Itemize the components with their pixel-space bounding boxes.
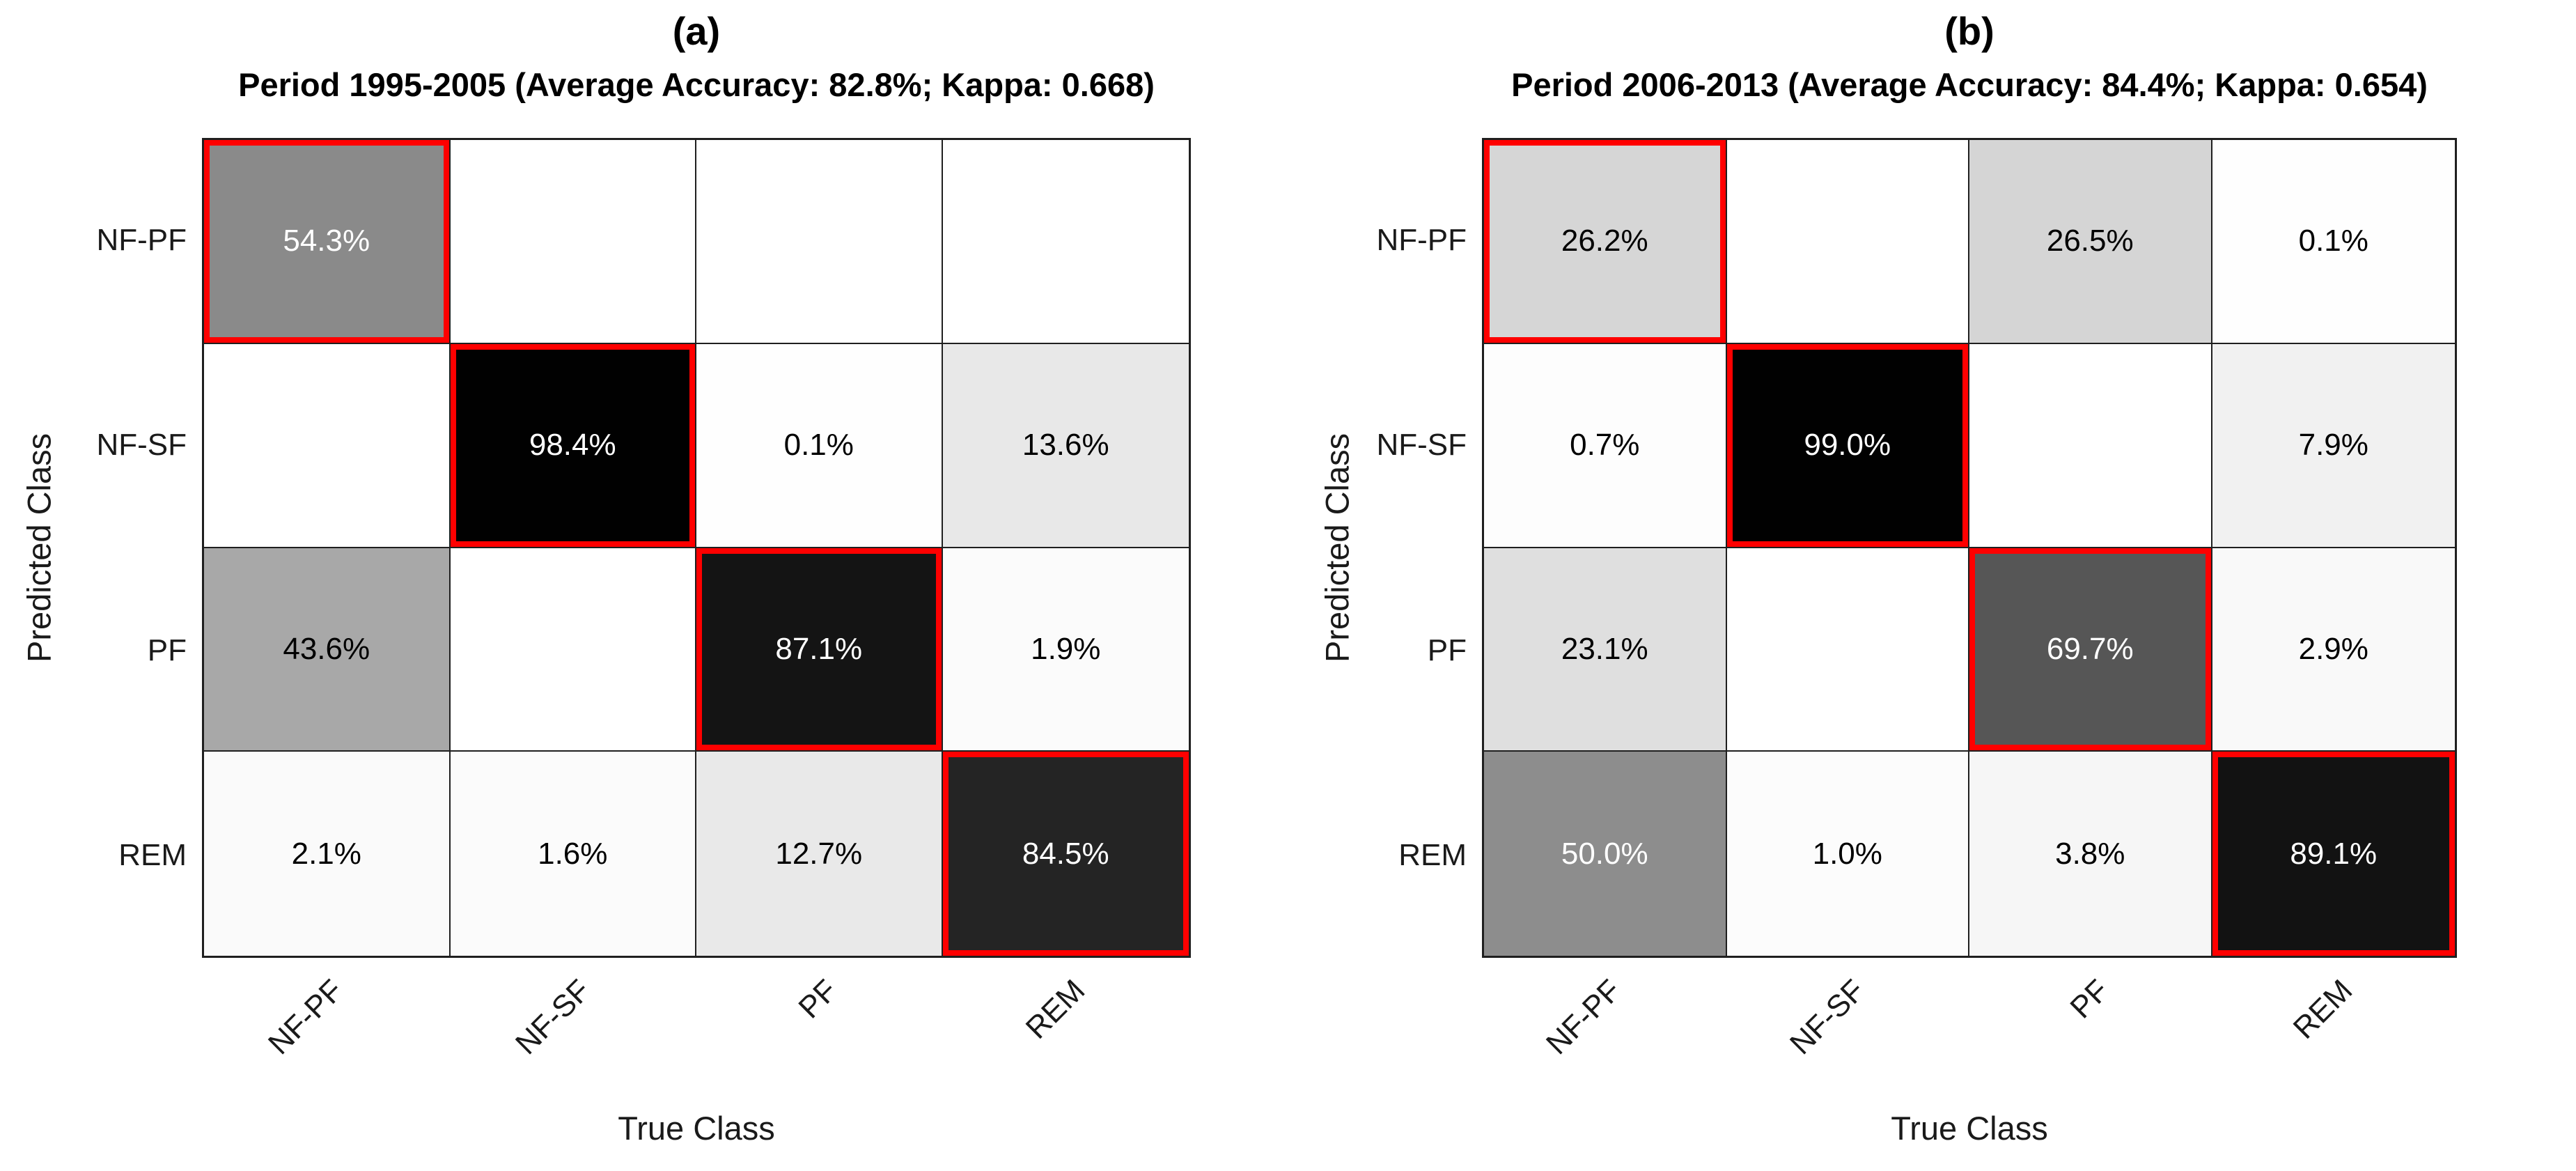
- cell-value: 89.1%: [2290, 836, 2378, 871]
- matrix-cell-rem-nf-sf: 1.6%: [450, 752, 696, 956]
- x-axis-label: True Class: [618, 1110, 775, 1147]
- matrix-cell-rem-rem: 84.5%: [942, 752, 1189, 956]
- matrix-cell-nf-pf-nf-pf: 26.2%: [1484, 140, 1727, 344]
- chart-title: Period 2006-2013 (Average Accuracy: 84.4…: [1511, 66, 2428, 103]
- x-tick-label-rem: REM: [2286, 973, 2359, 1046]
- cell-value: 99.0%: [1804, 428, 1891, 463]
- x-tick-label-rem: REM: [1019, 973, 1092, 1046]
- matrix-cell-pf-nf-sf: [1726, 548, 1969, 752]
- cell-value: 23.1%: [1561, 631, 1648, 666]
- matrix-cell-rem-rem: 89.1%: [2212, 752, 2455, 956]
- x-tick-label-pf: PF: [792, 973, 845, 1025]
- matrix-cell-rem-nf-pf: 50.0%: [1484, 752, 1727, 956]
- cell-value: 0.1%: [783, 428, 854, 463]
- matrix-cell-nf-pf-rem: [942, 140, 1189, 344]
- confusion-matrix-panel-b: (b) Period 2006-2013 (Average Accuracy: …: [1288, 0, 2576, 1171]
- cell-value: 1.0%: [1812, 836, 1882, 871]
- x-axis-tick-labels: NF-PF NF-SF PF REM: [202, 968, 1191, 1107]
- x-tick-slot: REM: [944, 968, 1191, 1107]
- matrix-cell-nf-sf-nf-pf: 0.7%: [1484, 343, 1727, 548]
- panel-label: (a): [672, 9, 721, 53]
- cell-value: 13.6%: [1022, 428, 1109, 463]
- cell-value: 43.6%: [283, 631, 370, 666]
- cell-value: 26.2%: [1561, 224, 1648, 258]
- chart-title: Period 1995-2005 (Average Accuracy: 82.8…: [238, 66, 1155, 103]
- matrix-cell-nf-pf-rem: 0.1%: [2212, 140, 2455, 344]
- matrix-cell-pf-pf: 87.1%: [696, 548, 943, 752]
- x-tick-label-pf: PF: [2063, 973, 2116, 1025]
- x-axis-label: True Class: [1891, 1110, 2048, 1147]
- x-tick-slot: NF-PF: [202, 968, 449, 1107]
- matrix-cell-nf-sf-nf-pf: [204, 343, 451, 548]
- matrix-cell-pf-rem: 2.9%: [2212, 548, 2455, 752]
- y-axis-tick-labels: NF-PF NF-SF PF REM: [1288, 138, 1467, 958]
- cell-value: 1.6%: [538, 836, 608, 871]
- cell-value: 12.7%: [775, 836, 863, 871]
- confusion-matrix-grid: 54.3% 98.4% 0.1% 13.6% 43.6% 87.1% 1.9% 2.1% 1.6…: [202, 138, 1191, 958]
- matrix-cell-nf-pf-nf-sf: [450, 140, 696, 344]
- matrix-cell-rem-nf-pf: 2.1%: [204, 752, 451, 956]
- y-tick-label-pf: PF: [147, 633, 187, 667]
- cell-value: 87.1%: [775, 631, 863, 666]
- y-tick-label-nf-pf: NF-PF: [96, 223, 187, 258]
- x-tick-label-nf-sf: NF-SF: [1783, 973, 1872, 1062]
- cell-value: 1.9%: [1031, 631, 1101, 666]
- cell-value: 7.9%: [2298, 428, 2368, 463]
- y-tick-label-nf-pf: NF-PF: [1376, 223, 1467, 258]
- x-tick-label-nf-pf: NF-PF: [261, 973, 350, 1062]
- x-tick-slot: REM: [2213, 968, 2457, 1107]
- x-tick-slot: NF-PF: [1482, 968, 1726, 1107]
- matrix-cell-nf-sf-nf-sf: 99.0%: [1726, 343, 1969, 548]
- matrix-cell-nf-sf-rem: 7.9%: [2212, 343, 2455, 548]
- x-tick-label-nf-sf: NF-SF: [508, 973, 598, 1062]
- matrix-cell-nf-pf-nf-pf: 54.3%: [204, 140, 451, 344]
- y-tick-label-rem: REM: [1398, 837, 1467, 872]
- y-tick-label-rem: REM: [118, 837, 187, 872]
- matrix-cell-pf-pf: 69.7%: [1969, 548, 2212, 752]
- matrix-cell-nf-sf-pf: 0.1%: [696, 343, 943, 548]
- confusion-matrix-panel-a: (a) Period 1995-2005 (Average Accuracy: …: [0, 9, 1191, 1147]
- matrix-cell-nf-sf-nf-sf: 98.4%: [450, 343, 696, 548]
- cell-value: 0.1%: [2298, 224, 2368, 258]
- matrix-cell-rem-pf: 3.8%: [1969, 752, 2212, 956]
- cell-value: 3.8%: [2055, 836, 2125, 871]
- cell-value: 26.5%: [2046, 224, 2134, 258]
- x-tick-label-nf-pf: NF-PF: [1540, 973, 1628, 1062]
- y-tick-label-nf-sf: NF-SF: [1376, 428, 1467, 463]
- matrix-cell-nf-pf-pf: 26.5%: [1969, 140, 2212, 344]
- matrix-cell-pf-nf-pf: 23.1%: [1484, 548, 1727, 752]
- matrix-cell-nf-sf-pf: [1969, 343, 2212, 548]
- cell-value: 0.7%: [1570, 428, 1640, 463]
- matrix-cell-pf-nf-pf: 43.6%: [204, 548, 451, 752]
- y-tick-label-nf-sf: NF-SF: [96, 428, 187, 463]
- y-tick-label-pf: PF: [1427, 633, 1467, 667]
- cell-value: 54.3%: [283, 224, 370, 258]
- matrix-cell-pf-nf-sf: [450, 548, 696, 752]
- cell-value: 69.7%: [2046, 631, 2134, 666]
- matrix-cell-nf-pf-nf-sf: [1726, 140, 1969, 344]
- panel-label: (b): [1944, 9, 1995, 53]
- x-tick-slot: PF: [1969, 968, 2213, 1107]
- x-axis-tick-labels: NF-PF NF-SF PF REM: [1482, 968, 2457, 1107]
- confusion-matrix-grid: 26.2% 26.5% 0.1% 0.7% 99.0% 7.9% 23.1% 69.7% 2.9…: [1482, 138, 2457, 958]
- matrix-cell-nf-sf-rem: 13.6%: [942, 343, 1189, 548]
- x-tick-slot: NF-SF: [1726, 968, 1969, 1107]
- cell-value: 2.9%: [2298, 631, 2368, 666]
- matrix-cell-pf-rem: 1.9%: [942, 548, 1189, 752]
- matrix-cell-nf-pf-pf: [696, 140, 943, 344]
- x-tick-slot: PF: [696, 968, 944, 1107]
- y-axis-tick-labels: NF-PF NF-SF PF REM: [0, 138, 187, 958]
- cell-value: 98.4%: [529, 428, 616, 463]
- cell-value: 84.5%: [1022, 836, 1109, 871]
- cell-value: 50.0%: [1561, 836, 1648, 871]
- matrix-cell-rem-pf: 12.7%: [696, 752, 943, 956]
- matrix-cell-rem-nf-sf: 1.0%: [1726, 752, 1969, 956]
- x-tick-slot: NF-SF: [449, 968, 696, 1107]
- cell-value: 2.1%: [291, 836, 361, 871]
